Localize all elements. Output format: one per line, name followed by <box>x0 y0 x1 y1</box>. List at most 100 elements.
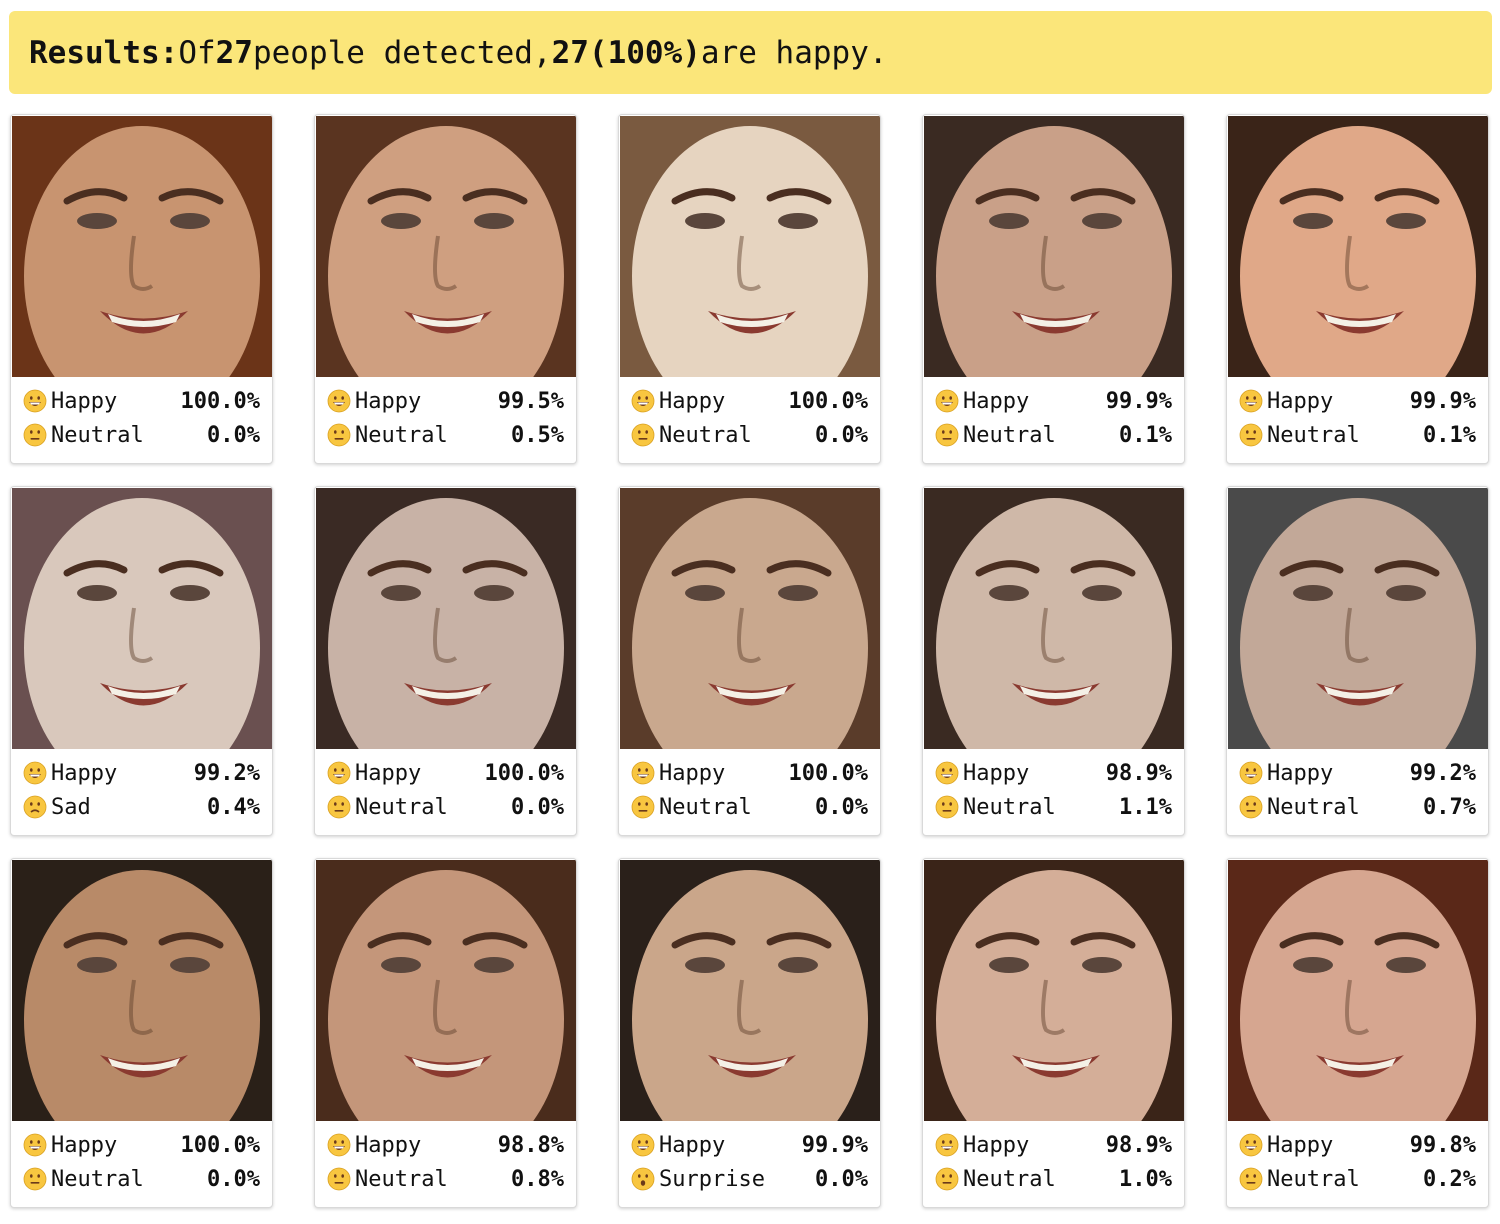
emotion-label: Happy <box>51 1132 118 1158</box>
face-result-card: Happy 99.5% Neutral 0.5% <box>314 114 577 464</box>
emotion-row: Happy 99.9% <box>631 1129 868 1161</box>
emotion-row: Neutral 0.1% <box>935 419 1172 451</box>
emotion-row: Happy 98.8% <box>327 1129 564 1161</box>
neutral-face-icon <box>23 423 47 447</box>
face-image <box>924 488 1184 749</box>
emotion-label: Neutral <box>51 1166 144 1192</box>
emotion-label-group: Happy <box>935 1133 1029 1158</box>
grinning-face-icon <box>1239 1133 1263 1157</box>
emotion-row: Happy 100.0% <box>631 757 868 789</box>
emotion-row: Happy 100.0% <box>631 385 868 417</box>
face-result-card: Happy 99.9% Surprise 0.0% <box>618 858 881 1208</box>
emotion-label-group: Happy <box>935 389 1029 414</box>
results-banner: Results: Of 27 people detected, 27 (100%… <box>9 11 1492 94</box>
results-label: Results: <box>29 34 179 71</box>
face-image <box>1228 116 1488 377</box>
emotion-label: Happy <box>963 388 1030 414</box>
face-result-card: Happy 100.0% Neutral 0.0% <box>314 486 577 836</box>
emotion-percent: 1.1% <box>1119 794 1172 820</box>
emotion-label-group: Neutral <box>631 423 752 448</box>
emotion-row: Neutral 0.0% <box>23 419 260 451</box>
face-image <box>316 116 576 377</box>
face-result-card: Happy 98.9% Neutral 1.1% <box>922 486 1185 836</box>
grinning-face-icon <box>327 1133 351 1157</box>
emotion-label-group: Neutral <box>23 1167 144 1192</box>
neutral-face-icon <box>631 795 655 819</box>
emotion-percent: 100.0% <box>788 760 868 786</box>
neutral-face-icon <box>935 795 959 819</box>
emotion-row: Neutral 0.2% <box>1239 1163 1476 1195</box>
emotion-row: Neutral 0.5% <box>327 419 564 451</box>
emotion-label: Neutral <box>963 1166 1056 1192</box>
emotion-percent: 99.9% <box>1409 388 1476 414</box>
emotion-row: Neutral 0.0% <box>631 791 868 823</box>
emotion-label-group: Neutral <box>23 423 144 448</box>
emotion-percent: 98.8% <box>497 1132 564 1158</box>
emotion-percent: 0.8% <box>511 1166 564 1192</box>
emotion-label-group: Happy <box>1239 389 1333 414</box>
face-image <box>620 488 880 749</box>
emotion-percent: 98.9% <box>1105 1132 1172 1158</box>
emotion-label: Happy <box>355 1132 422 1158</box>
emotion-row: Happy 99.2% <box>1239 757 1476 789</box>
emotion-label: Neutral <box>51 422 144 448</box>
grinning-face-icon <box>1239 761 1263 785</box>
face-result-card: Happy 98.9% Neutral 1.0% <box>922 858 1185 1208</box>
emotion-label-group: Neutral <box>327 795 448 820</box>
emotion-label-group: Neutral <box>935 423 1056 448</box>
emotion-percent: 0.0% <box>815 794 868 820</box>
emotion-percent: 0.5% <box>511 422 564 448</box>
grinning-face-icon <box>23 761 47 785</box>
face-image <box>1228 860 1488 1121</box>
emotion-percent: 0.1% <box>1119 422 1172 448</box>
emotion-label: Neutral <box>355 422 448 448</box>
face-image <box>12 860 272 1121</box>
emotion-row: Happy 99.9% <box>935 385 1172 417</box>
grinning-face-icon <box>631 761 655 785</box>
face-result-card: Happy 98.8% Neutral 0.8% <box>314 858 577 1208</box>
emotion-percent: 99.9% <box>801 1132 868 1158</box>
grinning-face-icon <box>935 1133 959 1157</box>
face-image <box>12 116 272 377</box>
emotion-percent: 0.2% <box>1423 1166 1476 1192</box>
emotion-label-group: Surprise <box>631 1167 765 1192</box>
grinning-face-icon <box>327 761 351 785</box>
emotion-percent: 0.0% <box>815 422 868 448</box>
neutral-face-icon <box>935 1167 959 1191</box>
emotion-percent: 0.0% <box>207 422 260 448</box>
emotion-percent: 0.7% <box>1423 794 1476 820</box>
emotion-label-group: Happy <box>23 389 117 414</box>
emotion-label-group: Happy <box>631 389 725 414</box>
face-image <box>620 116 880 377</box>
face-results-grid: Happy 100.0% Neutral 0.0% Happy 99.5% Neutral 0… <box>10 114 1492 1214</box>
emotion-label: Neutral <box>659 794 752 820</box>
emotion-label-group: Neutral <box>327 423 448 448</box>
emotion-label: Neutral <box>659 422 752 448</box>
emotion-label: Happy <box>51 760 118 786</box>
face-result-card: Happy 99.2% Neutral 0.7% <box>1226 486 1489 836</box>
emotion-percent: 0.0% <box>511 794 564 820</box>
emotion-percent: 100.0% <box>484 760 564 786</box>
face-result-card: Happy 100.0% Neutral 0.0% <box>618 114 881 464</box>
emotion-row: Neutral 1.0% <box>935 1163 1172 1195</box>
emotion-row: Neutral 0.8% <box>327 1163 564 1195</box>
grinning-face-icon <box>327 389 351 413</box>
emotion-percent: 100.0% <box>180 1132 260 1158</box>
emotion-label-group: Happy <box>935 761 1029 786</box>
emotion-label: Neutral <box>963 422 1056 448</box>
emotion-label-group: Neutral <box>1239 795 1360 820</box>
emotion-percent: 100.0% <box>180 388 260 414</box>
emotion-label: Neutral <box>963 794 1056 820</box>
emotion-percent: 0.1% <box>1423 422 1476 448</box>
emotion-percent: 0.0% <box>815 1166 868 1192</box>
emotion-row: Neutral 0.1% <box>1239 419 1476 451</box>
emotion-label-group: Happy <box>631 1133 725 1158</box>
emotion-row: Happy 99.2% <box>23 757 260 789</box>
surprised-face-icon <box>631 1167 655 1191</box>
emotion-percent: 100.0% <box>788 388 868 414</box>
grinning-face-icon <box>23 389 47 413</box>
emotion-row: Neutral 0.0% <box>23 1163 260 1195</box>
neutral-face-icon <box>327 1167 351 1191</box>
emotion-row: Happy 100.0% <box>23 1129 260 1161</box>
emotion-label-group: Neutral <box>327 1167 448 1192</box>
